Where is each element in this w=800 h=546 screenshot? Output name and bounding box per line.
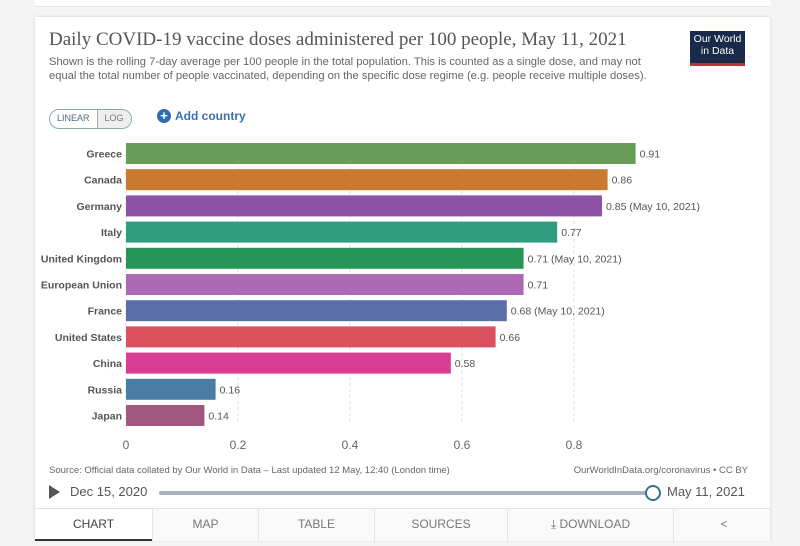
- tab-table[interactable]: TABLE: [258, 509, 374, 541]
- tab-share[interactable]: <: [673, 509, 774, 541]
- source-note: Source: Official data collated by Our Wo…: [49, 465, 450, 476]
- x-tick-label: 0.6: [454, 438, 471, 452]
- value-label: 0.85 (May 10, 2021): [606, 201, 700, 213]
- bar: [126, 405, 205, 426]
- timeline-handle[interactable]: [645, 485, 661, 501]
- linear-button[interactable]: LINEAR: [57, 113, 90, 123]
- chart-title: Daily COVID-19 vaccine doses administere…: [49, 29, 627, 50]
- tab-download-label: DOWNLOAD: [559, 517, 631, 531]
- tab-download[interactable]: ⤓ DOWNLOAD: [507, 509, 673, 541]
- bar: [126, 247, 524, 269]
- timeline-slider[interactable]: [159, 491, 649, 495]
- plus-circle-icon: +: [157, 109, 171, 123]
- value-label: 0.14: [208, 411, 229, 423]
- tab-chart[interactable]: CHART: [35, 509, 152, 541]
- download-icon: ⤓: [550, 517, 560, 531]
- x-tick-label: 0.2: [230, 438, 247, 452]
- log-button[interactable]: LOG: [96, 110, 131, 128]
- scale-toggle[interactable]: LINEAR LOG: [49, 109, 132, 129]
- chart-subtitle: Shown is the rolling 7-day average per 1…: [49, 56, 647, 82]
- bar: [126, 169, 608, 191]
- bar: [126, 352, 451, 374]
- share-icon: <: [720, 517, 728, 531]
- top-bar: [35, 0, 770, 7]
- bar: [126, 274, 524, 295]
- bar: [126, 378, 216, 400]
- tab-sources[interactable]: SOURCES: [374, 509, 507, 541]
- add-country-label: Add country: [175, 109, 246, 123]
- add-country-button[interactable]: + Add country: [157, 109, 246, 123]
- category-label: European Union: [41, 280, 122, 292]
- owid-logo[interactable]: Our World in Data: [690, 31, 745, 66]
- value-label: 0.91: [640, 149, 661, 161]
- category-label: Germany: [76, 201, 122, 213]
- bar: [126, 300, 507, 322]
- timeline-end: May 11, 2021: [667, 484, 745, 499]
- bar: [126, 221, 558, 243]
- bar-chart: 0 0.2 0.4 0.6 0.8 Greece 0.91 Canada 0.86 Germany…: [41, 143, 700, 452]
- value-label: 0.68 (May 10, 2021): [511, 306, 605, 318]
- play-icon[interactable]: [49, 485, 60, 499]
- category-label: Japan: [92, 411, 122, 423]
- bar: [126, 326, 496, 348]
- category-label: Greece: [86, 149, 122, 161]
- tab-bar: CHART MAP TABLE SOURCES ⤓ DOWNLOAD <: [35, 508, 770, 541]
- license-link[interactable]: OurWorldInData.org/coronavirus • CC BY: [573, 465, 748, 476]
- category-label: United States: [55, 332, 122, 344]
- tab-map[interactable]: MAP: [152, 509, 258, 541]
- category-label: Canada: [84, 175, 122, 187]
- category-label: United Kingdom: [41, 253, 122, 265]
- category-label: Russia: [88, 384, 123, 396]
- timeline-start: Dec 15, 2020: [70, 484, 148, 499]
- bar: [126, 143, 636, 164]
- category-label: China: [93, 358, 122, 370]
- category-label: France: [88, 306, 123, 318]
- value-label: 0.16: [220, 384, 241, 396]
- value-label: 0.71: [528, 280, 549, 292]
- value-label: 0.86: [612, 175, 633, 187]
- value-label: 0.71 (May 10, 2021): [528, 253, 622, 265]
- value-label: 0.77: [561, 227, 582, 239]
- x-tick-label: 0.8: [566, 438, 583, 452]
- chart-card: Daily COVID-19 vaccine doses administere…: [35, 17, 770, 541]
- bar: [126, 195, 602, 217]
- category-label: Italy: [101, 227, 122, 239]
- x-tick-label: 0: [123, 438, 130, 452]
- x-tick-label: 0.4: [342, 438, 359, 452]
- value-label: 0.58: [455, 358, 476, 370]
- value-label: 0.66: [500, 332, 521, 344]
